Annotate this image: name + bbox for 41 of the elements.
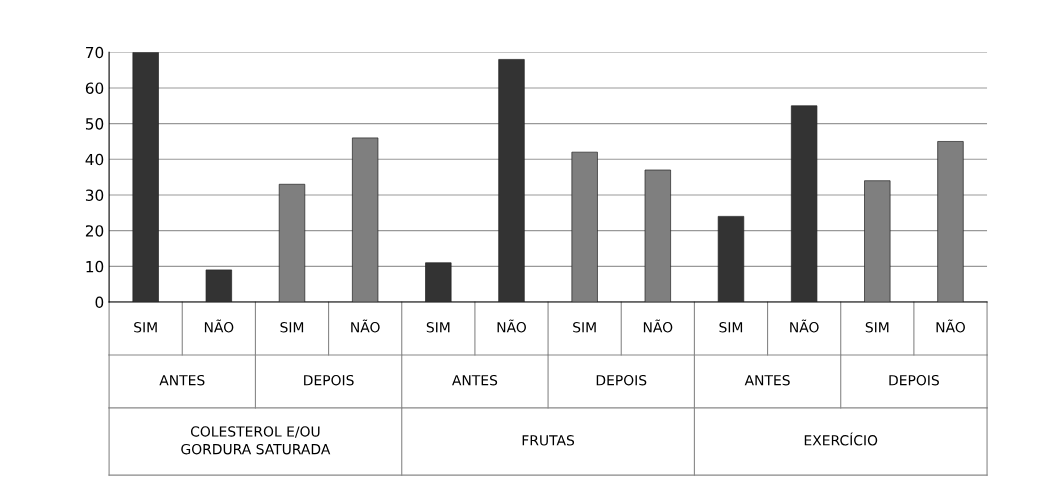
x-tick-label: SIM <box>280 322 304 333</box>
y-tick-label: 40 <box>85 153 104 166</box>
bar <box>352 137 379 303</box>
text: DEPOIS <box>596 374 647 386</box>
bar <box>205 269 232 303</box>
bar <box>644 169 671 303</box>
y-tick-label: 0 <box>95 296 104 309</box>
bar <box>864 180 891 303</box>
bar <box>571 151 598 303</box>
x-tick-label: NÃO <box>497 319 526 333</box>
x-tick-label: SIM <box>865 322 889 333</box>
bar <box>425 262 452 303</box>
text: ANTES <box>159 374 205 386</box>
x-tick-label: SIM <box>134 322 157 333</box>
y-tick-label: 30 <box>85 189 104 201</box>
x-tick-label: SIM <box>573 322 596 333</box>
x-tick-label: NÃO <box>204 319 234 333</box>
bar <box>717 216 745 303</box>
bar <box>132 52 159 303</box>
y-tick-label: 20 <box>85 225 104 237</box>
y-tick-label: 50 <box>85 118 104 130</box>
x-tick-label: SIM <box>426 322 450 333</box>
x-tick-label: NÃO <box>351 319 380 333</box>
y-tick-label: 10 <box>86 260 104 273</box>
text: ANTES <box>452 374 498 386</box>
bar <box>278 183 306 303</box>
bar <box>790 105 818 303</box>
x-tick-label: NÃO <box>643 319 673 333</box>
text: DEPOIS <box>889 374 939 386</box>
bar <box>498 59 525 303</box>
x-tick-label: NÃO <box>936 319 965 333</box>
text: DEPOIS <box>304 374 354 386</box>
x-tick-label: SIM <box>719 322 743 333</box>
text: ANTES <box>744 374 790 386</box>
text: EXERCÍCIO <box>804 432 878 446</box>
text: FRUTAS <box>522 435 575 446</box>
y-tick-label: 60 <box>85 82 104 94</box>
bar <box>937 141 964 303</box>
text: COLESTEROL E/OU GORDURA SATURADA <box>181 426 331 455</box>
x-tick-label: NÃO <box>790 319 819 333</box>
y-tick-label: 70 <box>86 46 104 59</box>
